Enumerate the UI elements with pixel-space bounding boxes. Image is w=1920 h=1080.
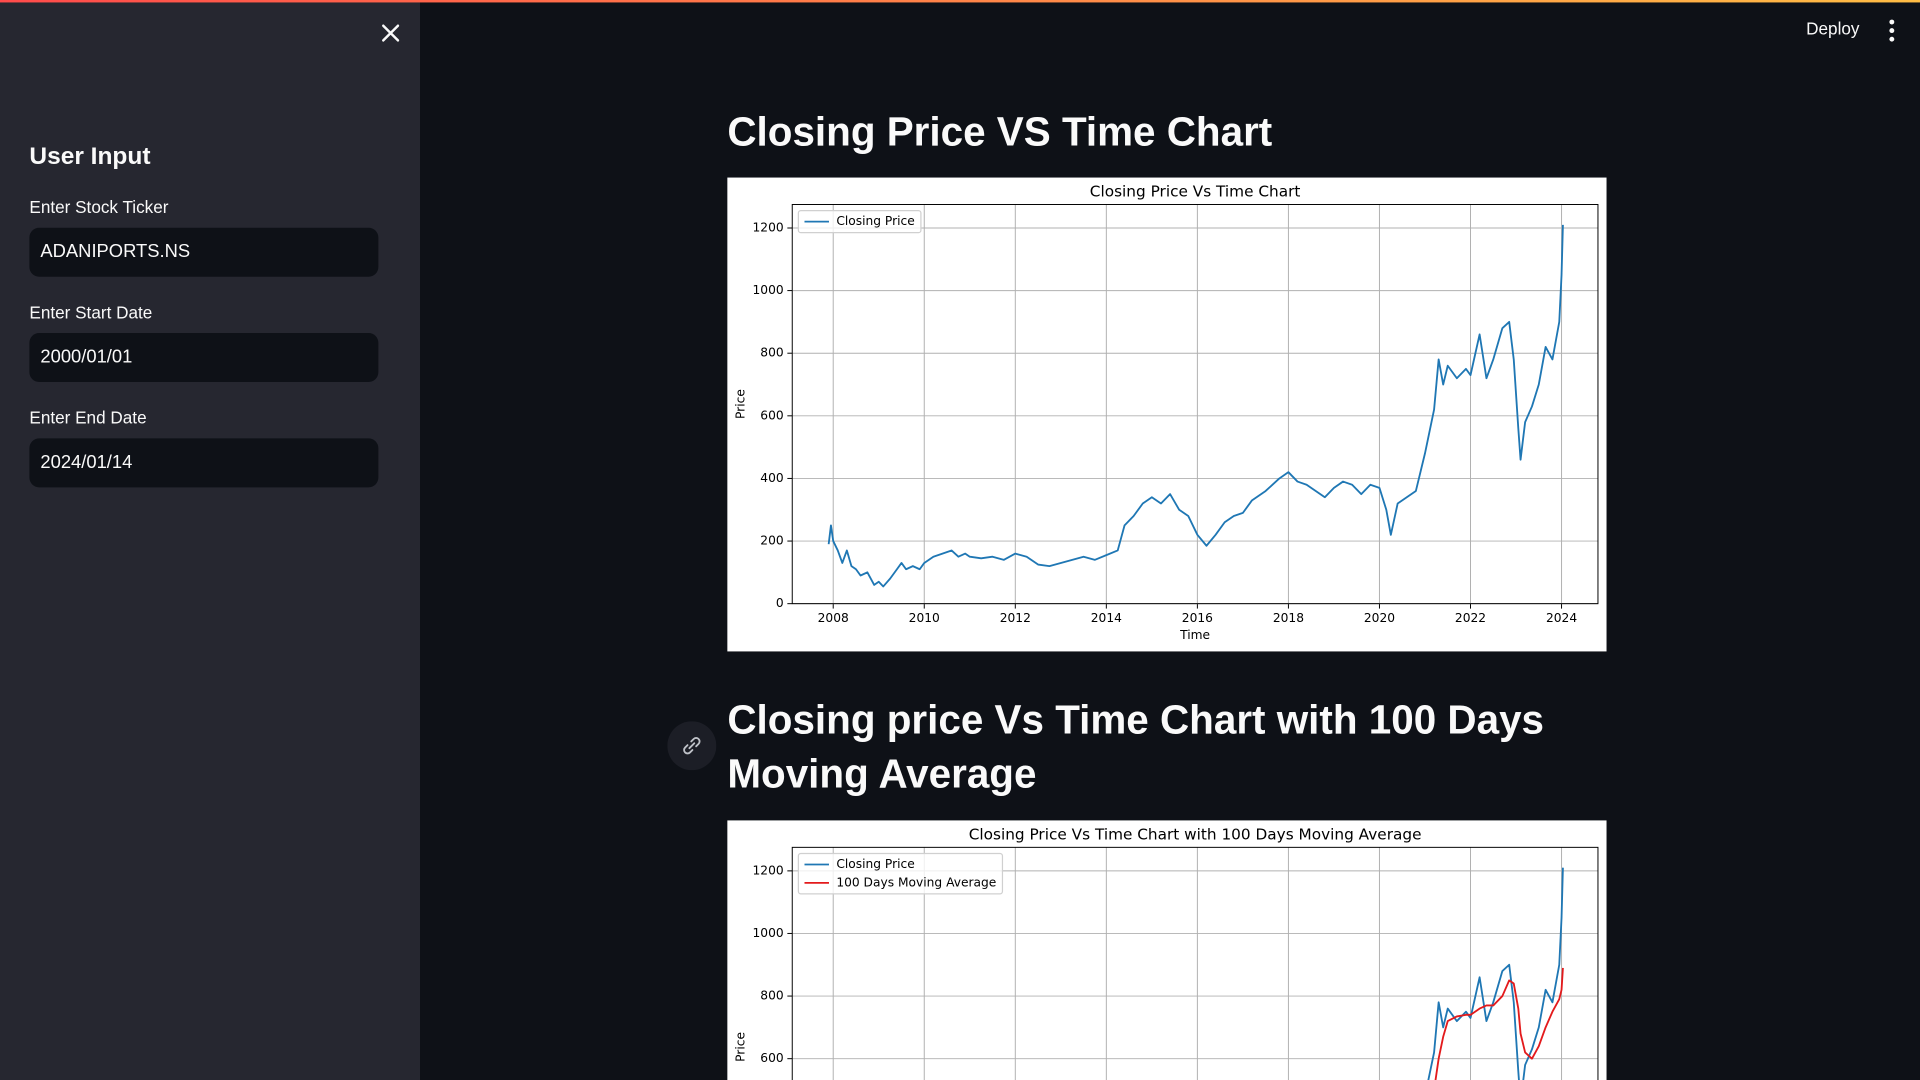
x-tick-label: 2016: [1182, 611, 1213, 625]
x-tick-label: 2012: [1000, 611, 1031, 625]
plot-frame: [791, 846, 1599, 1080]
section-heading: Closing Price VS Time Chart: [727, 108, 1273, 155]
chart: Closing Price Vs Time Chart with 100 Day…: [727, 820, 1607, 1080]
x-tick-label: 2018: [1273, 611, 1304, 625]
series-line: [1427, 867, 1564, 1080]
y-tick-label: 1000: [753, 926, 784, 940]
y-tick-label: 600: [760, 1051, 783, 1065]
x-tick-label: 2020: [1364, 611, 1395, 625]
legend-box: [797, 210, 922, 234]
plot-frame: [791, 204, 1599, 605]
y-tick-label: 600: [760, 408, 783, 422]
section-heading: Closing price Vs Time Chart with 100 Day…: [727, 696, 1545, 796]
y-axis-label: Price: [733, 389, 747, 419]
legend-label: Closing Price: [836, 857, 914, 871]
x-tick-label: 2014: [1091, 611, 1122, 625]
series-line: [827, 224, 1564, 588]
field-label: Enter Stock Ticker: [29, 197, 169, 217]
sidebar-title: User Input: [29, 143, 151, 171]
ticker-input[interactable]: ADANIPORTS.NS: [29, 227, 379, 277]
y-tick-label: 400: [760, 471, 783, 485]
x-axis-label: Time: [1179, 628, 1210, 642]
y-tick-label: 800: [760, 989, 783, 1003]
legend-label: Closing Price: [836, 214, 914, 228]
end-date-input[interactable]: 2024/01/14: [29, 438, 379, 488]
y-tick-label: 0: [776, 596, 784, 610]
deploy-button[interactable]: Deploy: [1806, 18, 1860, 38]
start-date-input[interactable]: 2000/01/01: [29, 333, 379, 383]
x-tick-label: 2008: [818, 611, 849, 625]
series-line: [1434, 967, 1564, 1080]
y-tick-label: 1200: [753, 220, 784, 234]
sidebar: User Input Enter Stock Ticker ADANIPORTS…: [0, 0, 420, 1080]
legend-label: 100 Days Moving Average: [836, 875, 996, 889]
y-axis-label: Price: [733, 1032, 747, 1062]
y-tick-label: 1000: [753, 283, 784, 297]
y-tick-label: 800: [760, 346, 783, 360]
chart: Closing Price Vs Time Chart 2008 2010 2012 2…: [727, 177, 1607, 652]
field-label: Enter Start Date: [29, 302, 153, 323]
chart-title: Closing Price Vs Time Chart: [1090, 183, 1301, 201]
main-menu[interactable]: [1882, 17, 1902, 44]
y-tick-label: 200: [760, 534, 783, 548]
x-tick-label: 2024: [1546, 611, 1577, 625]
chart-title: Closing Price Vs Time Chart with 100 Day…: [969, 826, 1422, 844]
x-tick-label: 2022: [1455, 611, 1486, 625]
anchor-link[interactable]: [667, 721, 717, 771]
close-sidebar[interactable]: [378, 21, 402, 45]
legend-box: [797, 852, 1004, 895]
x-tick-label: 2010: [909, 611, 940, 625]
y-tick-label: 1200: [753, 863, 784, 877]
field-label: Enter End Date: [29, 407, 147, 428]
top-decoration: [0, 0, 1920, 3]
